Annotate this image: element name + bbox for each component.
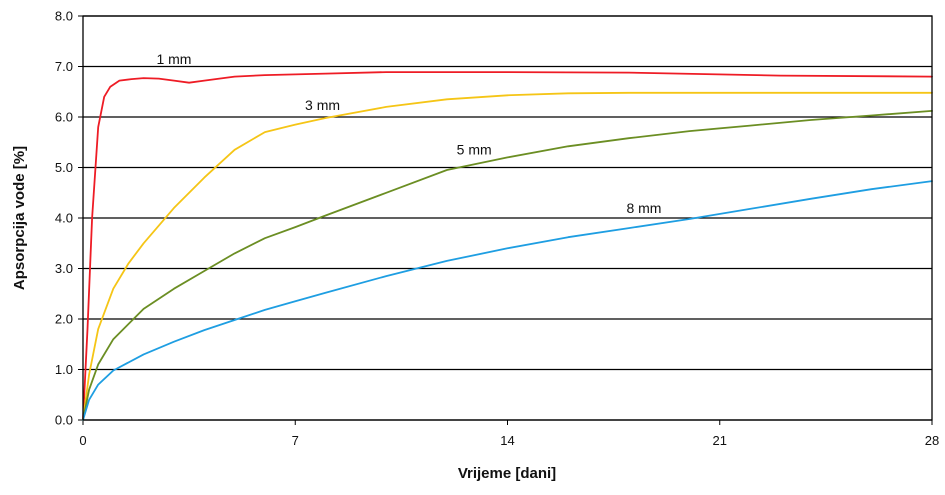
y-tick-label: 2.0 — [55, 312, 73, 327]
tick-labels: 0.0 1.0 2.0 3.0 4.0 5.0 6.0 7.0 8.0 0 7 14 21 28 — [55, 9, 939, 449]
y-tick-label: 8.0 — [55, 9, 73, 24]
y-tick-label: 5.0 — [55, 160, 73, 175]
gridlines — [78, 15, 933, 425]
x-tick-label: 28 — [925, 433, 939, 448]
y-tick-label: 1.0 — [55, 362, 73, 377]
y-tick-label: 6.0 — [55, 110, 73, 125]
axes — [82, 15, 933, 421]
series-label: 3 mm — [305, 97, 340, 113]
series-line-2 — [82, 91, 933, 421]
y-tick-label: 7.0 — [55, 59, 73, 74]
y-axis-title: Apsorpcija vode [%] — [11, 146, 28, 290]
series-labels: 1 mm 3 mm 5 mm 8 mm — [156, 51, 661, 216]
plot-frame — [82, 15, 933, 421]
series-lines — [82, 71, 933, 421]
y-tick-label: 0.0 — [55, 413, 73, 428]
x-tick-label: 0 — [79, 433, 86, 448]
x-axis-title: Vrijeme [dani] — [458, 465, 556, 482]
series-line-4 — [82, 180, 933, 421]
x-tick-label: 21 — [713, 433, 727, 448]
series-line-3 — [82, 110, 933, 421]
series-label: 5 mm — [457, 141, 492, 157]
x-tick-label: 14 — [500, 433, 514, 448]
series-line-1 — [82, 71, 933, 421]
y-tick-label: 4.0 — [55, 211, 73, 226]
series-label: 1 mm — [156, 51, 191, 67]
x-tick-label: 7 — [292, 433, 299, 448]
series-label: 8 mm — [626, 200, 661, 216]
y-tick-label: 3.0 — [55, 261, 73, 276]
